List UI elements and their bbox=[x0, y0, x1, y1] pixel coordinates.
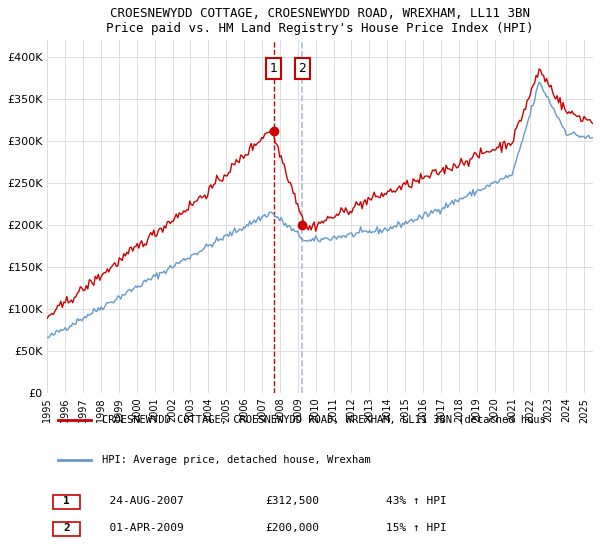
FancyBboxPatch shape bbox=[53, 496, 80, 510]
Text: HPI: Average price, detached house, Wrexham: HPI: Average price, detached house, Wrex… bbox=[102, 455, 371, 465]
Text: 2: 2 bbox=[298, 62, 306, 75]
Text: 43% ↑ HPI: 43% ↑ HPI bbox=[386, 496, 446, 506]
FancyBboxPatch shape bbox=[53, 522, 80, 536]
Text: 24-AUG-2007: 24-AUG-2007 bbox=[97, 496, 184, 506]
Text: 2: 2 bbox=[63, 523, 70, 533]
Title: CROESNEWYDD COTTAGE, CROESNEWYDD ROAD, WREXHAM, LL11 3BN
Price paid vs. HM Land : CROESNEWYDD COTTAGE, CROESNEWYDD ROAD, W… bbox=[106, 7, 534, 35]
Text: £200,000: £200,000 bbox=[266, 523, 320, 533]
Text: 1: 1 bbox=[63, 496, 70, 506]
Text: 01-APR-2009: 01-APR-2009 bbox=[97, 523, 184, 533]
Text: 15% ↑ HPI: 15% ↑ HPI bbox=[386, 523, 446, 533]
Text: CROESNEWYDD COTTAGE, CROESNEWYDD ROAD, WREXHAM, LL11 3BN (detached hous: CROESNEWYDD COTTAGE, CROESNEWYDD ROAD, W… bbox=[102, 415, 545, 424]
Text: £312,500: £312,500 bbox=[266, 496, 320, 506]
Text: 1: 1 bbox=[269, 62, 278, 75]
